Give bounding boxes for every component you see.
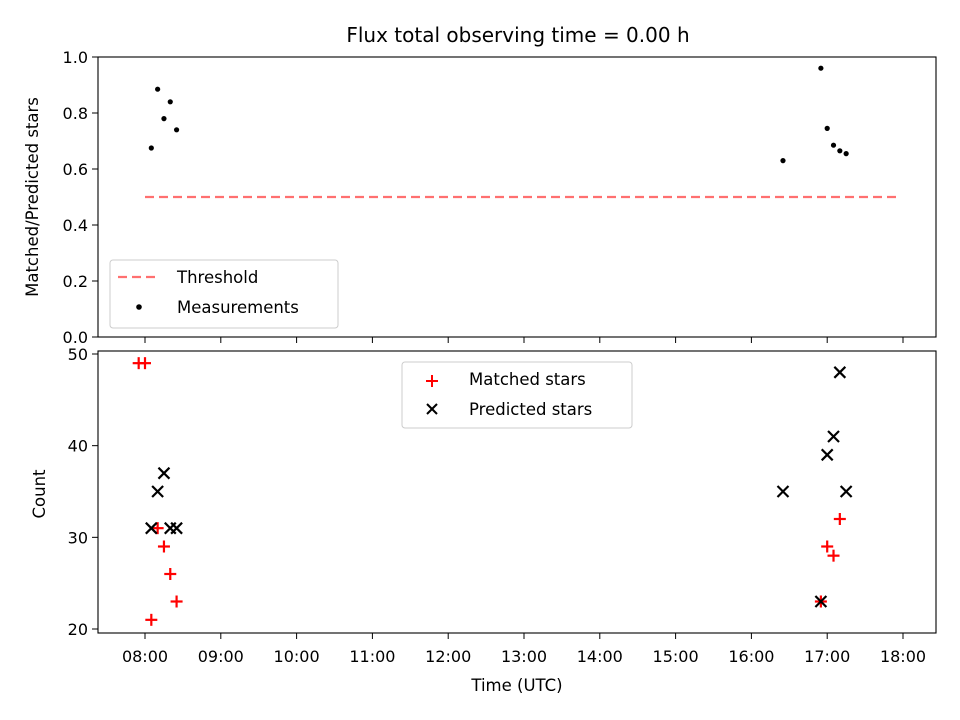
xtick-label: 14:00 — [577, 647, 623, 666]
measurement-point — [830, 142, 837, 148]
matched-point — [164, 568, 177, 580]
matched-point — [170, 595, 183, 608]
xtick-label: 17:00 — [804, 647, 850, 666]
measurement-point — [780, 158, 786, 164]
top-ytick-label: 0.8 — [63, 104, 88, 123]
bottom-axes: 20 30 40 50 08:00 09:00 10:00 11:00 12:00 13:00 1… — [30, 345, 937, 695]
predicted-point — [814, 595, 828, 608]
xtick-label: 18:00 — [880, 647, 926, 666]
top-legend: Threshold Measurements — [109, 259, 339, 329]
top-y-axis-label: Matched/Predicted stars — [23, 97, 42, 297]
measurement-point — [843, 151, 849, 157]
top-ytick-label: 0.2 — [63, 272, 88, 291]
predicted-point — [776, 485, 790, 498]
measurement-point — [173, 127, 180, 133]
bottom-ytick-label: 50 — [68, 345, 88, 364]
xtick-label: 15:00 — [653, 647, 699, 666]
predicted-point — [145, 521, 158, 535]
legend-measurements-label: Measurements — [177, 298, 299, 317]
legend-predicted-swatch — [426, 403, 438, 415]
legend-matched-label: Matched stars — [469, 370, 586, 389]
predicted-point — [839, 485, 853, 498]
xtick-label: 12:00 — [425, 647, 471, 666]
xtick-label: 09:00 — [198, 647, 244, 666]
x-axis-label: Time (UTC) — [470, 676, 562, 695]
bottom-legend-box — [401, 361, 633, 429]
matched-point — [821, 540, 834, 553]
top-ytick-label: 0.6 — [63, 160, 88, 179]
bottom-ytick-label: 40 — [68, 437, 88, 456]
predicted-point — [157, 466, 171, 480]
predicted-point — [833, 366, 847, 379]
matched-point — [145, 613, 158, 626]
predicted-point — [151, 485, 164, 498]
bottom-y-axis-label: Count — [30, 469, 49, 519]
measurement-point — [837, 148, 843, 154]
measurement-point — [824, 125, 830, 131]
xtick-label: 16:00 — [728, 647, 774, 666]
matched-point — [827, 549, 840, 562]
xtick-label: 08:00 — [122, 647, 168, 666]
legend-measurements-swatch — [136, 304, 142, 310]
matched-point — [151, 522, 164, 535]
xtick-label: 10:00 — [274, 647, 320, 666]
xtick-label: 13:00 — [501, 647, 547, 666]
top-plot-frame — [97, 56, 937, 338]
chart-title: Flux total observing time = 0.00 h — [346, 23, 689, 47]
top-ytick-label: 0.0 — [63, 328, 88, 347]
predicted-point — [170, 521, 183, 535]
legend-threshold-label: Threshold — [176, 268, 258, 287]
bottom-ytick-label: 20 — [68, 620, 88, 639]
legend-predicted-label: Predicted stars — [469, 400, 592, 419]
matched-point — [139, 357, 151, 370]
top-ytick-label: 1.0 — [63, 48, 88, 67]
xtick-label: 11:00 — [349, 647, 395, 666]
measurement-point — [155, 86, 161, 92]
matched-point — [833, 513, 846, 525]
measurement-point — [818, 65, 824, 71]
top-legend-box — [109, 259, 339, 329]
measurement-point — [148, 145, 154, 151]
legend-matched-swatch — [426, 375, 438, 387]
measurement-point — [161, 116, 167, 122]
matched-point — [157, 540, 170, 553]
predicted-point — [827, 430, 840, 443]
predicted-point — [820, 448, 834, 462]
top-axes: 0.0 0.2 0.4 0.6 0.8 1.0 Matched/Predicted sta… — [23, 48, 937, 347]
bottom-legend: Matched stars Predicted stars — [401, 361, 633, 429]
bottom-plot-frame — [97, 350, 937, 634]
bottom-ytick-label: 30 — [68, 528, 88, 547]
top-ytick-label: 0.4 — [63, 216, 88, 235]
measurement-point — [167, 99, 173, 105]
